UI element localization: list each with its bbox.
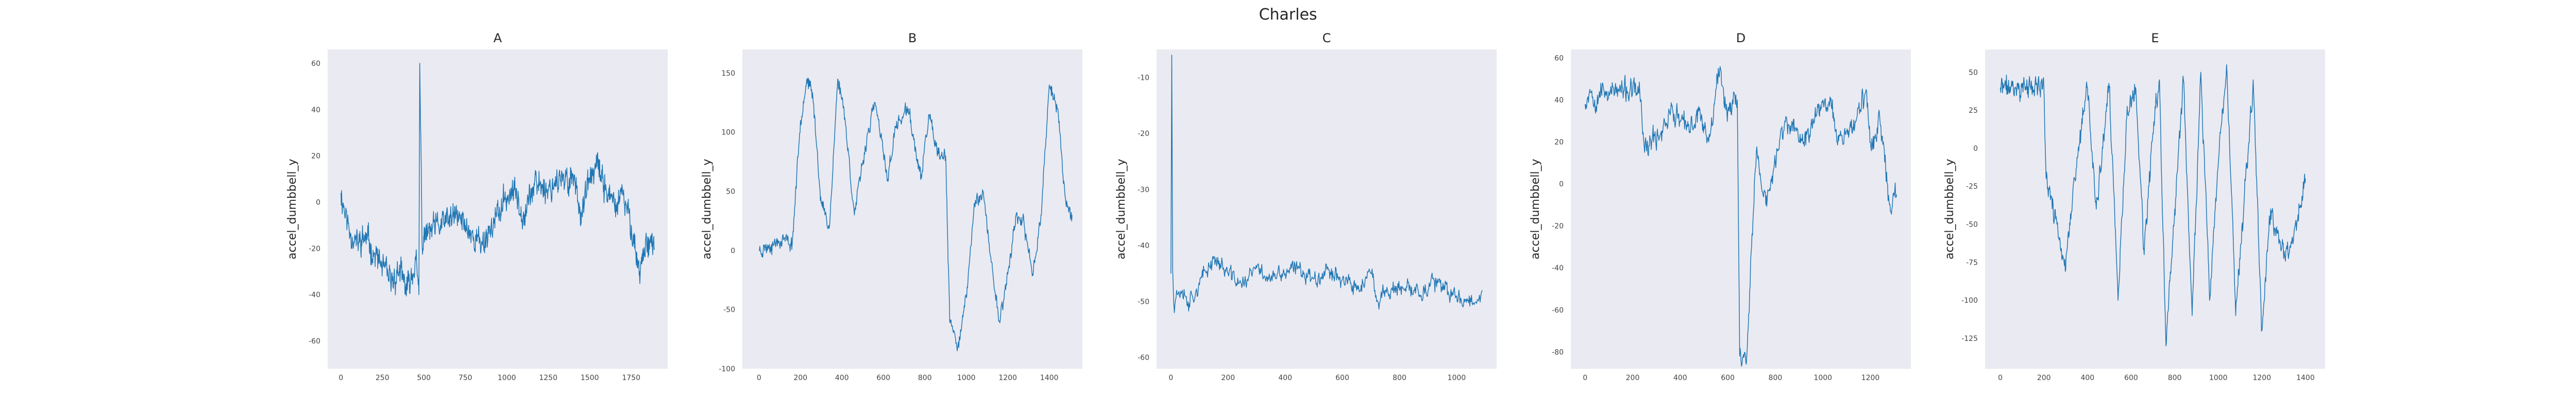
y-tick-label: -100 [1961, 297, 1978, 305]
x-tick-label: 1750 [622, 374, 640, 382]
y-tick-label: -25 [1966, 183, 1978, 191]
x-tick-label: 200 [793, 374, 807, 382]
y-tick-label: 0 [1559, 180, 1564, 188]
subplot-title: C [1323, 31, 1331, 45]
x-tick-label: 200 [1221, 374, 1235, 382]
x-tick-label: 0 [1583, 374, 1587, 382]
y-tick-label: -50 [1966, 221, 1978, 229]
y-tick-label: 0 [316, 199, 320, 207]
y-tick-label: -10 [1138, 74, 1149, 82]
subplot-title: E [2151, 31, 2159, 45]
x-tick-label: 1400 [1040, 374, 1059, 382]
y-tick-label: 20 [1554, 138, 1564, 146]
figure-title: Charles [1259, 6, 1317, 24]
subplot-title: B [908, 31, 917, 45]
y-tick-label: 0 [1973, 145, 1978, 153]
y-tick-label: 40 [1554, 96, 1564, 105]
x-tick-label: 1200 [998, 374, 1017, 382]
y-tick-label: -20 [1138, 130, 1149, 138]
y-tick-label: -40 [309, 291, 320, 299]
y-tick-label: -40 [1138, 242, 1149, 250]
x-tick-label: 600 [2124, 374, 2138, 382]
y-tick-label: -100 [719, 365, 735, 373]
x-tick-label: 600 [1721, 374, 1735, 382]
x-tick-label: 750 [459, 374, 472, 382]
x-tick-label: 800 [1393, 374, 1406, 382]
x-tick-label: 1000 [1814, 374, 1832, 382]
x-tick-label: 400 [1673, 374, 1687, 382]
x-tick-label: 1400 [2296, 374, 2315, 382]
plot-area [1157, 49, 1497, 369]
x-tick-label: 1500 [581, 374, 599, 382]
series-line [758, 77, 1073, 352]
x-tick-label: 500 [417, 374, 431, 382]
series-line [1584, 66, 1897, 367]
x-tick-label: 1000 [957, 374, 976, 382]
y-tick-label: -60 [1552, 306, 1564, 315]
x-tick-label: 400 [1278, 374, 1292, 382]
x-tick-label: 200 [1626, 374, 1640, 382]
x-tick-label: 200 [2037, 374, 2051, 382]
x-tick-label: 1000 [1448, 374, 1466, 382]
x-tick-label: 0 [1168, 374, 1173, 382]
y-tick-label: -50 [1138, 298, 1149, 306]
x-tick-label: 400 [835, 374, 849, 382]
y-tick-label: -60 [309, 337, 320, 346]
y-tick-label: 60 [311, 60, 320, 68]
y-tick-label: 150 [721, 70, 735, 78]
y-axis-label: accel_dumbbell_y [286, 159, 299, 259]
y-tick-label: 20 [311, 152, 320, 161]
x-tick-label: 400 [2080, 374, 2094, 382]
y-tick-label: 60 [1554, 54, 1564, 62]
y-tick-label: 50 [726, 188, 735, 196]
x-tick-label: 600 [876, 374, 890, 382]
y-axis-label: accel_dumbbell_y [1943, 159, 1956, 259]
y-axis-label: accel_dumbbell_y [1529, 159, 1542, 259]
y-tick-label: -40 [1552, 264, 1564, 272]
plot-area [1571, 49, 1911, 369]
y-axis-label: accel_dumbbell_y [1115, 159, 1128, 259]
series-line [341, 63, 655, 297]
subplot-title: D [1736, 31, 1745, 45]
y-tick-label: -80 [1552, 348, 1564, 356]
x-tick-label: 1000 [498, 374, 516, 382]
plot-area [1985, 49, 2325, 369]
x-tick-label: 1000 [2209, 374, 2228, 382]
subplot-title: A [494, 31, 502, 45]
x-tick-label: 800 [918, 374, 932, 382]
y-tick-label: 25 [1969, 107, 1978, 115]
x-tick-label: 800 [2168, 374, 2182, 382]
x-tick-label: 250 [376, 374, 389, 382]
x-tick-label: 0 [338, 374, 343, 382]
y-tick-label: -20 [1552, 222, 1564, 231]
series-line [1999, 64, 2306, 347]
x-tick-label: 1200 [1861, 374, 1880, 382]
y-tick-label: -20 [309, 245, 320, 253]
x-tick-label: 1250 [539, 374, 557, 382]
y-tick-label: 100 [721, 129, 735, 137]
y-tick-label: -75 [1966, 259, 1978, 267]
x-tick-label: 0 [757, 374, 761, 382]
y-tick-label: 0 [731, 247, 735, 255]
y-tick-label: 40 [311, 106, 320, 114]
y-tick-label: -50 [723, 306, 735, 314]
y-tick-label: -60 [1138, 354, 1149, 362]
y-axis-label: accel_dumbbell_y [701, 159, 714, 259]
x-tick-label: 800 [1769, 374, 1783, 382]
x-tick-label: 600 [1335, 374, 1349, 382]
y-tick-label: -30 [1138, 186, 1149, 194]
y-tick-label: -125 [1961, 335, 1978, 343]
plot-area [742, 49, 1082, 369]
x-tick-label: 1200 [2252, 374, 2271, 382]
series-line [1170, 55, 1483, 313]
x-tick-label: 0 [1998, 374, 2003, 382]
y-tick-label: 50 [1969, 68, 1978, 77]
